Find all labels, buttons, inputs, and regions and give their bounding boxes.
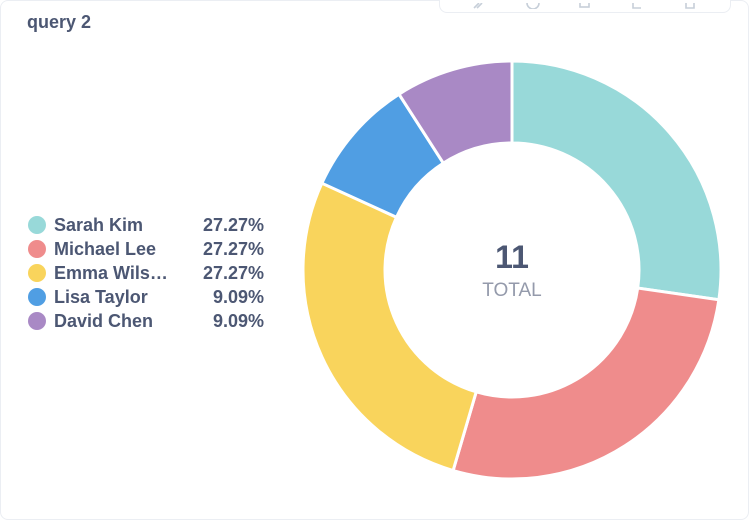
donut-slice-michael-lee[interactable] <box>451 286 721 481</box>
center-total-value: 11 <box>495 239 529 275</box>
legend-label: Emma Wils… <box>54 262 168 283</box>
legend-percent: 9.09% <box>212 286 264 307</box>
legend-label: David Chen <box>54 310 154 331</box>
legend-percent: 27.27% <box>202 262 264 283</box>
legend-label: Lisa Taylor <box>54 286 148 307</box>
legend-item-michael-lee[interactable]: Michael Lee 27.27% <box>28 237 268 261</box>
trash-icon[interactable] <box>683 0 697 9</box>
chart-legend: Sarah Kim 27.27% Michael Lee 27.27% Emma… <box>28 213 268 333</box>
donut-slice-david-chen[interactable] <box>396 59 514 166</box>
legend-swatch <box>28 264 46 282</box>
donut-chart <box>301 59 723 481</box>
card-title[interactable]: query 2 <box>27 12 92 32</box>
legend-label: Michael Lee <box>54 238 157 259</box>
donut-slice-sarah-kim[interactable] <box>510 59 723 302</box>
legend-item-sarah-kim[interactable]: Sarah Kim 27.27% <box>28 213 268 237</box>
legend-swatch <box>28 288 46 306</box>
legend-percent: 27.27% <box>202 238 264 259</box>
legend-label: Sarah Kim <box>54 214 144 235</box>
donut-slice-emma-wils[interactable] <box>301 181 479 473</box>
edit-icon[interactable] <box>473 0 487 9</box>
center-total-label: TOTAL <box>482 280 542 301</box>
card-action-bar <box>439 0 731 13</box>
legend-swatch <box>28 216 46 234</box>
donut-chart-svg <box>301 59 723 481</box>
legend-percent: 9.09% <box>212 310 264 331</box>
clock-icon[interactable] <box>525 0 540 10</box>
legend-swatch <box>28 240 46 258</box>
duplicate-icon[interactable] <box>578 0 592 8</box>
legend-swatch <box>28 312 46 330</box>
legend-item-david-chen[interactable]: David Chen 9.09% <box>28 309 268 333</box>
move-icon[interactable] <box>630 0 644 9</box>
legend-item-emma-wilson[interactable]: Emma Wils… 27.27% <box>28 261 268 285</box>
legend-item-lisa-taylor[interactable]: Lisa Taylor 9.09% <box>28 285 268 309</box>
legend-percent: 27.27% <box>202 214 264 235</box>
